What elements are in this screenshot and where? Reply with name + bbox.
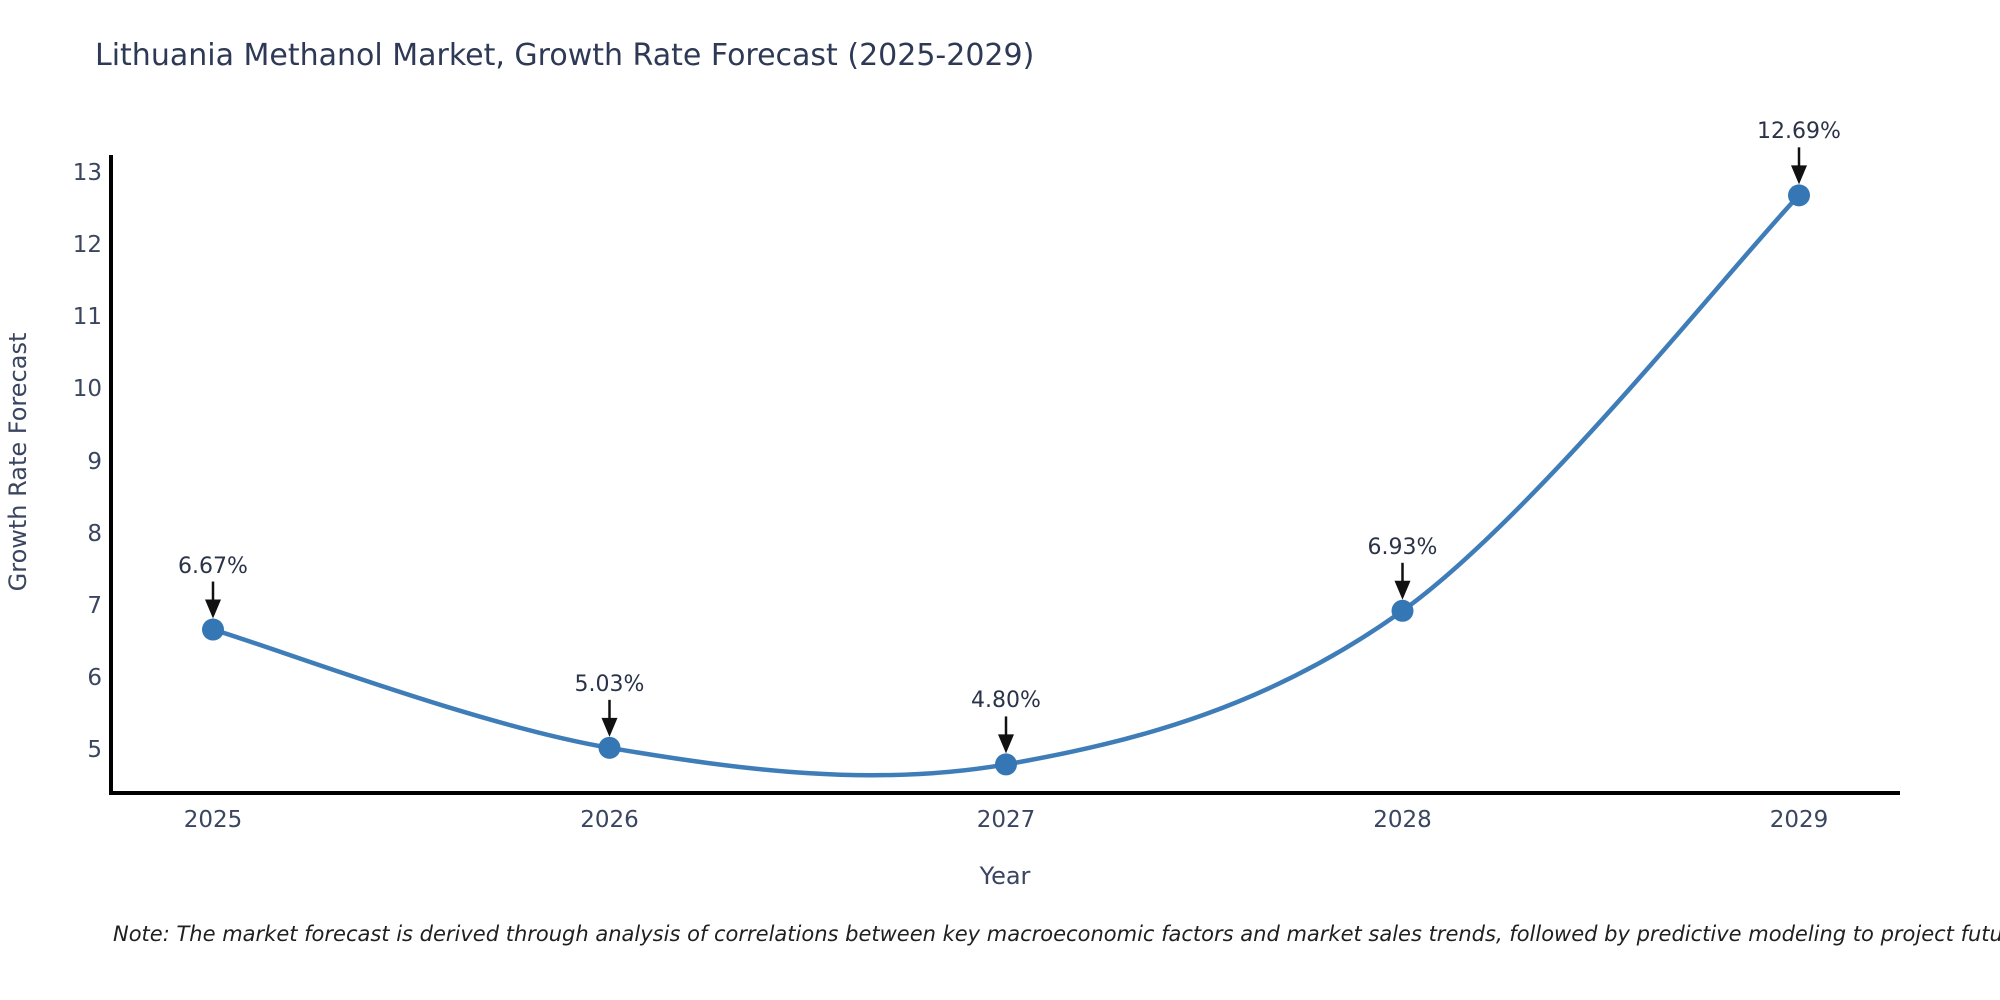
x-tick-label-2027: 2027 bbox=[976, 807, 1036, 833]
annotation-arrowhead-2026 bbox=[601, 717, 618, 737]
x-tick-label-2028: 2028 bbox=[1373, 807, 1432, 833]
y-tick-label-11: 11 bbox=[72, 304, 102, 331]
data-point-2027 bbox=[995, 753, 1017, 776]
data-point-2025 bbox=[202, 618, 224, 641]
point-value-label-2026: 5.03% bbox=[574, 671, 645, 697]
y-tick-label-7: 7 bbox=[87, 592, 102, 619]
data-point-2029 bbox=[1788, 184, 1810, 207]
data-point-2028 bbox=[1391, 599, 1414, 622]
y-tick-label-9: 9 bbox=[87, 448, 102, 475]
y-tick-label-10: 10 bbox=[72, 376, 102, 403]
x-tick-label-2025: 2025 bbox=[183, 807, 243, 833]
y-axis-label: Growth Rate Forecast bbox=[4, 332, 32, 592]
x-axis-label: Year bbox=[979, 862, 1031, 890]
growth-rate-line bbox=[210, 193, 1802, 778]
point-value-label-2027: 4.80% bbox=[971, 688, 1041, 714]
point-value-label-2029: 12.69% bbox=[1757, 119, 1841, 145]
annotation-arrowhead-2028 bbox=[1394, 580, 1411, 600]
footnote: Note: The market forecast is derived thr… bbox=[113, 922, 2000, 946]
y-tick-label-8: 8 bbox=[87, 520, 102, 547]
y-tick-label-13: 13 bbox=[72, 160, 102, 186]
point-value-label-2028: 6.93% bbox=[1367, 534, 1438, 560]
x-tick-label-2026: 2026 bbox=[580, 807, 639, 833]
point-value-label-2025: 6.67% bbox=[178, 553, 248, 579]
y-tick-label-12: 12 bbox=[72, 232, 102, 259]
data-point-2026 bbox=[598, 736, 621, 759]
annotation-arrowhead-2025 bbox=[205, 599, 221, 619]
chart-title: Lithuania Methanol Market, Growth Rate F… bbox=[95, 38, 1035, 73]
y-tick-label-6: 6 bbox=[87, 664, 102, 691]
annotation-arrowhead-2029 bbox=[1791, 165, 1807, 185]
annotation-arrowhead-2027 bbox=[998, 734, 1014, 754]
y-tick-label-5: 5 bbox=[87, 737, 102, 763]
x-tick-label-2029: 2029 bbox=[1769, 807, 1829, 833]
